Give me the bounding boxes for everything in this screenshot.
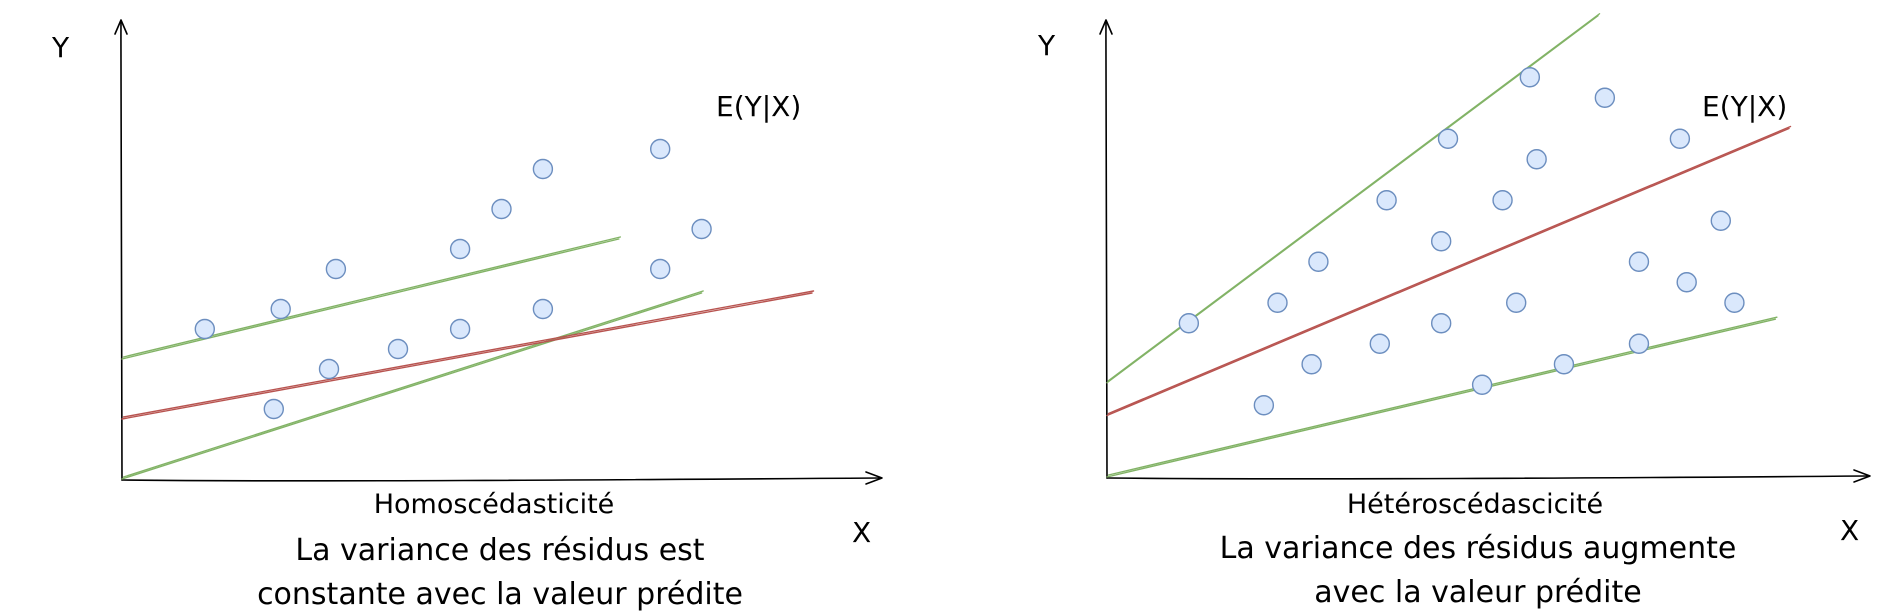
data-point [1369,333,1391,354]
y-axis-label: Y [1037,29,1056,62]
data-point [1437,128,1459,149]
description-line-1: La variance des résidus augmente [1220,531,1737,566]
data-point [1430,313,1452,334]
data-point [194,318,216,340]
data-point [270,298,291,320]
data-point [1628,333,1650,354]
mean-regression-line [122,290,815,418]
y-axis-arrow [114,19,128,35]
description-line-2: avec la valeur prédite [1314,575,1641,610]
lower-bound-line [1106,318,1777,478]
x-axis-label: X [1840,514,1859,547]
data-point [325,258,347,280]
data-point [1471,374,1493,395]
y-axis-label: Y [51,31,70,64]
x-axis-label: X [852,516,871,549]
data-point [1724,292,1745,313]
x-axis-arrow [1853,469,1871,483]
data-point [1492,190,1513,211]
data-point [1430,231,1452,252]
data-point [1301,354,1322,375]
data-point [318,358,340,380]
data-point [1669,128,1691,149]
data-point [1376,190,1397,211]
data-point [1553,354,1575,375]
x-axis-arrow [865,471,883,485]
data-point [1308,251,1329,272]
panel-title: Hétéroscédascicité [1347,489,1603,520]
panel-points [194,138,712,420]
lower-bound-line [1107,316,1778,476]
x-axis [1106,475,1869,480]
mean-regression-line [1107,125,1792,415]
mean-regression-line [1106,127,1790,417]
data-point [650,138,671,160]
panel-lines [1106,13,1792,478]
data-point [1628,251,1650,272]
data-point [387,338,409,360]
data-point [1178,313,1200,334]
homoscedasticity-panel: Y X E(Y|X) Homoscédasticité La variance … [51,19,883,612]
y-axis-arrow [1099,19,1113,35]
mean-line-label: E(Y|X) [716,90,801,123]
y-axis [119,21,123,481]
data-point [1676,272,1697,293]
data-point [1505,292,1527,313]
upper-bound-line [1107,13,1601,382]
lower-bound-line [122,290,704,478]
data-point [1267,292,1288,313]
data-point [532,158,554,180]
panel-points [1178,67,1745,416]
data-point [263,398,284,420]
data-point [491,198,512,220]
upper-bound-line [121,238,620,360]
data-point [1253,395,1275,416]
panel-lines [121,236,815,480]
lower-bound-line [121,292,703,480]
data-point [449,238,471,260]
data-point [1526,149,1547,170]
description-line-2: constante avec la valeur prédite [257,577,743,612]
data-point [650,258,671,280]
upper-bound-line [122,236,621,358]
heteroscedasticity-panel: Y X E(Y|X) Hétéroscédascicité La varianc… [1037,13,1871,610]
y-axis [1104,21,1108,479]
mean-regression-line [121,292,813,420]
data-point [532,298,554,320]
data-point [691,218,712,240]
data-point [1710,210,1732,231]
data-point [1594,87,1616,108]
x-axis [121,477,881,482]
description-line-1: La variance des résidus est [295,533,704,568]
data-point [449,318,471,340]
mean-line-label: E(Y|X) [1702,90,1787,123]
panel-title: Homoscédasticité [374,489,615,520]
data-point [1519,67,1541,88]
